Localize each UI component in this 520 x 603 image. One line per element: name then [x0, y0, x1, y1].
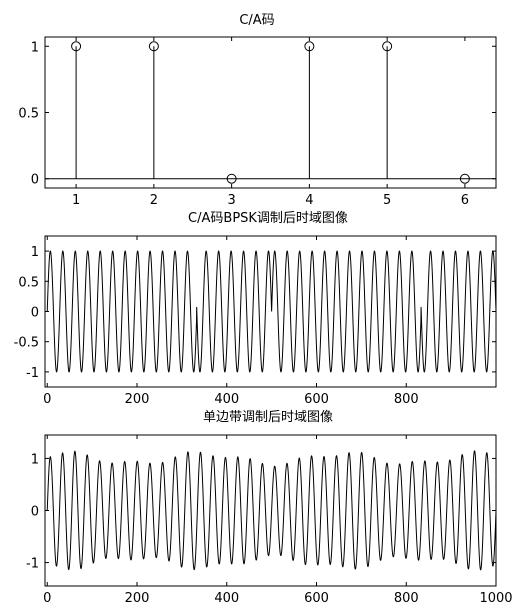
y-tick-label: -1: [26, 557, 39, 572]
y-tick-label: -0.5: [14, 336, 39, 351]
y-tick-label: 0.5: [18, 107, 39, 122]
stem-marker: [71, 41, 82, 52]
x-tick-label: 1: [72, 193, 80, 208]
axis-ticks-2: 0 200 400 600 800 -1 -0.5 0 0.5 1: [14, 236, 496, 407]
stem-marker: [226, 173, 237, 184]
x-tick-label: 5: [383, 193, 391, 208]
axes-frame-1: [44, 36, 497, 189]
stem-marker: [382, 41, 393, 52]
panel-ssb: 单边带调制后时域图像 0 200 400 600 800 1000 -1 0 1: [26, 410, 513, 603]
title-ca-code: C/A码: [239, 13, 274, 28]
title-bpsk: C/A码BPSK调制后时域图像: [188, 211, 348, 226]
x-tick-label: 0: [43, 591, 51, 603]
stem-marker: [459, 173, 470, 184]
y-tick-label: 1: [31, 40, 39, 55]
x-tick-label: 2: [150, 193, 158, 208]
bpsk-waveform: [46, 250, 497, 373]
y-tick-label: 0: [31, 306, 39, 321]
waveform-line: [46, 250, 497, 373]
x-tick-label: 800: [394, 591, 419, 603]
y-tick-label: 0: [31, 505, 39, 520]
panel-bpsk: C/A码BPSK调制后时域图像 0 200 400 600 800 -1 -0.5 0 0.5 1: [14, 211, 497, 407]
x-tick-label: 1000: [479, 591, 512, 603]
title-ssb: 单边带调制后时域图像: [203, 410, 333, 425]
panel-ca-code: C/A码 1 2 3 4 5 6 0 0.5 1: [18, 13, 497, 208]
x-tick-label: 200: [125, 392, 150, 407]
axes-frame-3: [44, 434, 497, 587]
x-tick-label: 600: [304, 591, 329, 603]
y-tick-label: -1: [26, 366, 39, 381]
y-tick-label: 1: [31, 452, 39, 467]
x-tick-label: 400: [214, 392, 239, 407]
axis-ticks-1: 1 2 3 4 5 6 0 0.5 1: [18, 37, 496, 208]
axis-ticks-3: 0 200 400 600 800 1000 -1 0 1: [26, 435, 513, 603]
x-tick-label: 200: [125, 591, 150, 603]
ssb-waveform: [46, 450, 497, 571]
x-tick-label: 400: [214, 591, 239, 603]
stem-marker: [148, 41, 159, 52]
stem-marker: [304, 41, 315, 52]
x-tick-label: 6: [461, 193, 469, 208]
x-tick-label: 0: [43, 392, 51, 407]
y-tick-label: 1: [31, 245, 39, 260]
x-tick-label: 600: [304, 392, 329, 407]
waveform-line: [46, 450, 497, 571]
y-tick-label: 0: [31, 173, 39, 188]
x-tick-label: 4: [305, 193, 313, 208]
x-tick-label: 3: [227, 193, 235, 208]
y-tick-label: 0.5: [18, 275, 39, 290]
x-tick-label: 800: [394, 392, 419, 407]
stem-marks: [45, 41, 496, 184]
axes-frame-2: [44, 235, 497, 388]
